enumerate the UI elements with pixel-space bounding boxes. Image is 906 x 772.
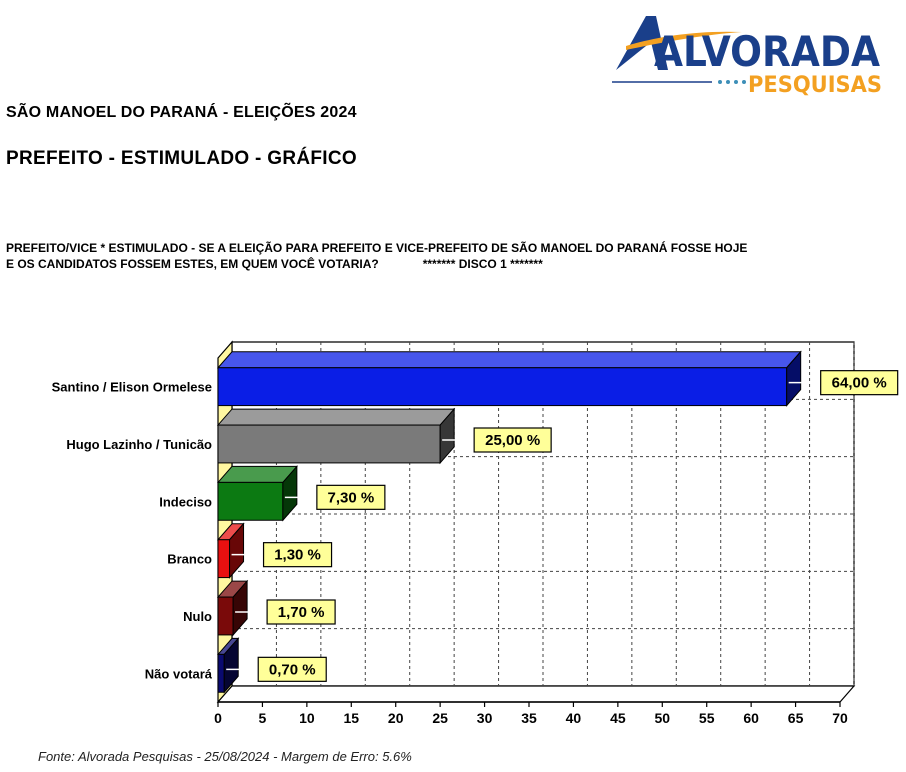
x-tick-label: 10 [299, 710, 315, 726]
x-tick-label: 55 [699, 710, 715, 726]
category-label: Indeciso [159, 494, 212, 509]
bar [217, 653, 225, 693]
x-tick-label: 25 [432, 710, 448, 726]
bar-group: 1,70 % [216, 579, 336, 637]
bar-top-face [216, 408, 456, 426]
value-label-box [820, 370, 899, 396]
logo-graphic: ALVORADA PESQUISAS [612, 16, 882, 98]
logo-dot-icon [726, 80, 730, 84]
category-label: Santino / Elison Ormelese [52, 380, 212, 395]
plot-floor [216, 685, 856, 703]
value-label-box [262, 542, 333, 568]
bar [217, 367, 788, 407]
category-label: Nulo [183, 609, 212, 624]
logo-orange-swoosh-icon [626, 31, 742, 50]
logo-dot-icon [734, 80, 738, 84]
bar-group: 0,70 % [216, 637, 327, 694]
x-tick-label: 20 [388, 710, 404, 726]
value-label: 1,30 % [274, 547, 321, 564]
x-tick-label: 40 [566, 710, 582, 726]
bar-side-face [786, 350, 802, 407]
bar-group: 7,30 % [216, 465, 386, 522]
page-title: SÃO MANOEL DO PARANÁ - ELEIÇÕES 2024 [6, 104, 357, 121]
value-label-box [316, 484, 386, 510]
x-tick-label: 50 [654, 710, 670, 726]
disco-label: ******* DISCO 1 ******* [422, 257, 543, 271]
logo-name-main: ALVORADA [654, 27, 880, 76]
bar-chart: 64,00 % Santino / Elison Ormelese 25,00 % H… [52, 340, 899, 726]
bar-group: 1,30 % [216, 522, 333, 579]
x-tick-label: 70 [832, 710, 848, 726]
question-line-2-wrap: E OS CANDIDATOS FOSSEM ESTES, EM QUEM VO… [6, 256, 904, 272]
bar-top-face [216, 351, 802, 369]
bar [217, 539, 231, 579]
page-subtitle: PREFEITO - ESTIMULADO - GRÁFICO [6, 148, 357, 169]
value-label: 7,30 % [328, 489, 375, 506]
category-label: Branco [167, 552, 212, 567]
x-tick-label: 45 [610, 710, 626, 726]
value-label: 0,70 % [269, 661, 316, 678]
bar-side-face [229, 522, 245, 579]
bar [217, 424, 441, 464]
source-footnote: Fonte: Alvorada Pesquisas - 25/08/2024 -… [38, 749, 412, 764]
alvorada-logo: ALVORADA PESQUISAS [612, 8, 892, 100]
logo-name-sub: PESQUISAS [748, 73, 882, 98]
value-label: 25,00 % [485, 432, 540, 449]
value-label-box [257, 656, 327, 682]
question-line-1: PREFEITO/VICE * ESTIMULADO - SE A ELEIÇÃ… [6, 241, 748, 255]
logo-dot-icon [718, 80, 722, 84]
category-label: Hugo Lazinho / Tunicão [66, 437, 212, 452]
logo-dot-icon [742, 80, 746, 84]
x-tick-label: 60 [743, 710, 759, 726]
bar-side-face [232, 579, 248, 637]
x-tick-label: 30 [477, 710, 493, 726]
bar-group: 64,00 % [216, 350, 899, 407]
question-line-2: E OS CANDIDATOS FOSSEM ESTES, EM QUEM VO… [6, 257, 379, 271]
x-tick-label: 15 [343, 710, 359, 726]
bar-side-face [223, 637, 239, 694]
x-tick-label: 5 [259, 710, 267, 726]
bar [217, 596, 234, 636]
value-label: 1,70 % [278, 604, 325, 621]
x-tick-label: 0 [214, 710, 222, 726]
x-tick-label: 65 [788, 710, 804, 726]
bar-side-face [282, 465, 298, 522]
value-label-box [266, 599, 336, 625]
value-label-box [473, 427, 552, 453]
x-tick-label: 35 [521, 710, 537, 726]
value-label: 64,00 % [832, 375, 887, 392]
category-label: Não votará [145, 666, 213, 681]
bar-group: 25,00 % [216, 407, 552, 465]
survey-question: PREFEITO/VICE * ESTIMULADO - SE A ELEIÇÃ… [6, 240, 904, 272]
bar [217, 481, 284, 521]
bar-side-face [439, 407, 455, 465]
